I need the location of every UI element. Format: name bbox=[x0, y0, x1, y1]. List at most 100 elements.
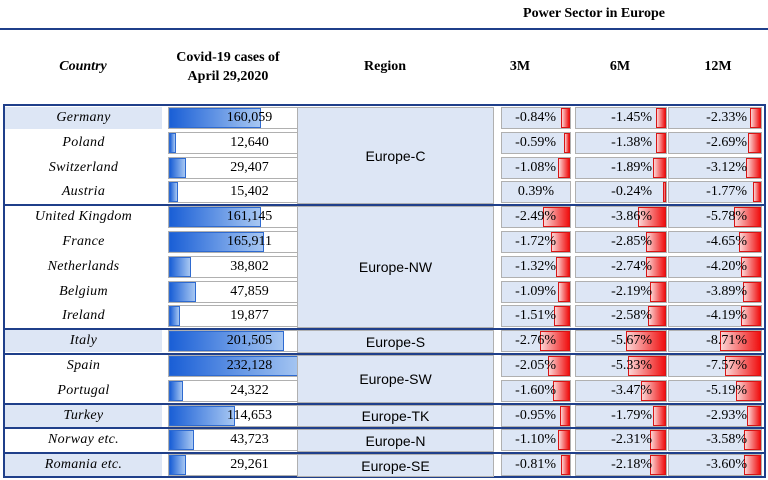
decline-bar bbox=[558, 430, 570, 451]
change-12m-cell: -2.33% bbox=[668, 107, 762, 129]
decline-bar bbox=[749, 108, 761, 128]
cases-cell: 161,145 bbox=[168, 206, 301, 229]
table-row: Spain 232,128 -2.05% -5.33% -7.57% bbox=[5, 354, 764, 378]
change-value: -2.33% bbox=[706, 110, 747, 125]
decline-bar bbox=[563, 132, 570, 153]
decline-bar bbox=[547, 356, 570, 376]
change-value: -1.79% bbox=[611, 407, 652, 423]
change-3m-cell: -1.51% bbox=[501, 305, 571, 328]
decline-bar bbox=[748, 132, 761, 153]
change-12m-cell: -3.58% bbox=[668, 429, 762, 452]
change-12m-cell: -8.71% bbox=[668, 330, 762, 353]
change-value: -2.69% bbox=[706, 134, 747, 150]
region-cell: Europe-TK bbox=[297, 404, 494, 428]
decline-bar bbox=[652, 157, 666, 178]
decline-bar bbox=[558, 157, 570, 178]
region-cell: Europe-N bbox=[297, 429, 494, 453]
change-value: -7.57% bbox=[706, 358, 747, 373]
change-3m-cell: 0.39% bbox=[501, 181, 571, 204]
country-cell: Norway etc. bbox=[5, 429, 162, 452]
cases-cell: 201,505 bbox=[168, 330, 301, 353]
table-row: Belgium 47,859 -1.09% -2.19% -3.89% bbox=[5, 280, 764, 304]
table-row: Germany 160,059 -0.84% -1.45% -2.33% bbox=[5, 106, 764, 130]
decline-bar bbox=[638, 207, 666, 228]
change-value: -2.74% bbox=[611, 258, 652, 274]
decline-bar bbox=[736, 380, 761, 401]
cases-cell: 165,911 bbox=[168, 231, 301, 253]
change-value: -3.47% bbox=[611, 382, 652, 398]
table-row: Switzerland 29,407 -1.08% -1.89% -3.12% bbox=[5, 156, 764, 180]
change-12m-cell: -7.57% bbox=[668, 355, 762, 377]
change-3m-cell: -1.72% bbox=[501, 231, 571, 253]
change-value: -1.72% bbox=[515, 234, 556, 249]
cases-cell: 15,402 bbox=[168, 181, 301, 204]
decline-bar bbox=[540, 331, 570, 352]
change-3m-cell: -1.08% bbox=[501, 156, 571, 179]
region-cell: Europe-NW bbox=[297, 206, 494, 329]
change-value: -2.49% bbox=[515, 209, 556, 225]
cases-value: 114,653 bbox=[227, 407, 272, 423]
change-6m-cell: -1.38% bbox=[575, 131, 667, 154]
change-3m-cell: -1.32% bbox=[501, 255, 571, 278]
decline-bar bbox=[650, 455, 666, 476]
change-6m-cell: -1.79% bbox=[575, 404, 667, 427]
change-6m-cell: -2.19% bbox=[575, 280, 667, 303]
change-12m-cell: -5.19% bbox=[668, 379, 762, 402]
country-cell: Spain bbox=[5, 355, 162, 377]
change-value: -1.08% bbox=[515, 159, 556, 175]
change-value: -1.10% bbox=[515, 432, 556, 448]
decline-bar bbox=[645, 232, 666, 252]
decline-bar bbox=[542, 207, 570, 228]
cases-bar bbox=[169, 331, 285, 352]
cases-bar bbox=[169, 380, 183, 401]
change-value: -3.12% bbox=[706, 159, 747, 175]
change-value: -0.81% bbox=[515, 457, 556, 473]
change-value: -1.45% bbox=[611, 110, 652, 125]
country-cell: United Kingdom bbox=[5, 206, 162, 229]
change-6m-cell: -2.58% bbox=[575, 305, 667, 328]
change-value: -5.33% bbox=[611, 358, 652, 373]
decline-bar bbox=[655, 108, 666, 128]
change-3m-cell: -2.05% bbox=[501, 355, 571, 377]
cases-cell: 12,640 bbox=[168, 131, 301, 154]
change-6m-cell: -2.31% bbox=[575, 429, 667, 452]
region-divider bbox=[3, 353, 766, 355]
table-row: United Kingdom 161,145 -2.49% -3.86% -5.78% bbox=[5, 205, 764, 229]
column-header-6m: 6M bbox=[609, 59, 631, 74]
table-row: Norway etc. 43,723 -1.10% -2.31% -3.58% bbox=[5, 428, 764, 452]
change-12m-cell: -5.78% bbox=[668, 206, 762, 229]
country-cell: Netherlands bbox=[5, 255, 162, 278]
change-3m-cell: -2.76% bbox=[501, 330, 571, 353]
decline-bar bbox=[653, 405, 666, 426]
change-12m-cell: -4.20% bbox=[668, 255, 762, 278]
decline-bar bbox=[743, 455, 761, 476]
change-value: -2.93% bbox=[706, 407, 747, 423]
change-value: -2.31% bbox=[611, 432, 652, 448]
cases-bar bbox=[169, 405, 235, 426]
change-6m-cell: -1.89% bbox=[575, 156, 667, 179]
change-value: -1.38% bbox=[611, 134, 652, 150]
decline-bar bbox=[560, 108, 570, 128]
region-divider bbox=[3, 328, 766, 331]
table-row: Austria 15,402 0.39% -0.24% -1.77% bbox=[5, 180, 764, 204]
change-3m-cell: -2.49% bbox=[501, 206, 571, 229]
cases-bar bbox=[169, 182, 178, 203]
change-value: -2.19% bbox=[611, 283, 652, 299]
change-3m-cell: -0.59% bbox=[501, 131, 571, 154]
change-12m-cell: -2.93% bbox=[668, 404, 762, 427]
change-6m-cell: -3.86% bbox=[575, 206, 667, 229]
change-3m-cell: -1.10% bbox=[501, 429, 571, 452]
change-12m-cell: -2.69% bbox=[668, 131, 762, 154]
cases-value: 24,322 bbox=[230, 382, 269, 398]
change-12m-cell: -3.89% bbox=[668, 280, 762, 303]
change-3m-cell: -0.95% bbox=[501, 404, 571, 427]
cases-cell: 38,802 bbox=[168, 255, 301, 278]
cases-bar bbox=[169, 132, 177, 153]
country-cell: Belgium bbox=[5, 280, 162, 303]
cases-cell: 43,723 bbox=[168, 429, 301, 452]
change-6m-cell: -2.85% bbox=[575, 231, 667, 253]
cases-bar bbox=[169, 306, 181, 327]
cases-value: 232,128 bbox=[226, 358, 273, 373]
decline-bar bbox=[625, 331, 666, 352]
cases-bar bbox=[169, 281, 197, 302]
